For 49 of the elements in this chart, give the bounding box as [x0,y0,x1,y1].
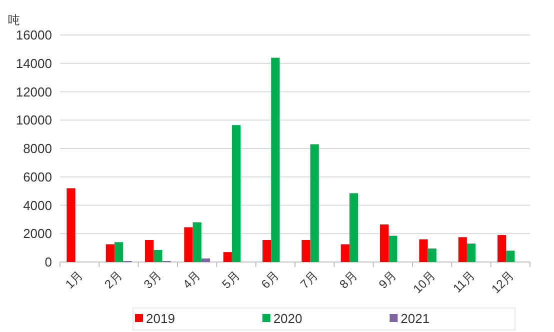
bar [302,240,310,262]
bar [201,258,210,262]
x-tick-label: 6月 [258,268,282,292]
y-tick-label: 4000 [23,198,52,213]
bar [106,244,114,262]
bar [380,224,389,262]
bar [497,235,506,262]
bar [310,144,319,262]
bar [506,250,515,262]
x-tick-label: 8月 [336,268,360,292]
bar [428,248,436,262]
y-tick-label: 8000 [23,141,52,156]
bar [388,236,398,262]
x-tick-label: 12月 [488,268,517,296]
x-tick-label: 4月 [180,268,204,292]
bar [262,240,272,262]
x-tick-label: 10月 [410,268,438,296]
bar [223,252,232,262]
legend-label: 2019 [146,311,175,326]
y-tick-label: 6000 [23,169,52,184]
x-tick-label: 5月 [219,268,242,292]
bar [349,193,358,262]
y-tick-label: 2000 [23,226,52,242]
y-tick-label: 0 [44,254,52,270]
bar [114,242,124,262]
x-tick-label: 7月 [298,268,321,292]
x-tick-label: 3月 [140,268,164,292]
bar [232,125,241,262]
x-tick-label: 2月 [102,268,125,292]
bar [340,244,350,262]
bar [192,222,202,262]
y-tick-label: 16000 [16,28,52,42]
x-tick-label: 11月 [450,268,478,296]
legend-label: 2021 [400,311,430,326]
bar [184,227,193,262]
bar [66,188,76,262]
y-tick-label: 10000 [16,112,52,128]
y-tick-label: 12000 [16,84,52,100]
bar [154,250,162,262]
x-tick-label: 1月 [62,268,86,292]
x-tick-label: 9月 [376,268,400,292]
legend-label: 2020 [273,311,302,326]
bar [419,239,428,262]
bar [466,244,476,262]
bar [144,240,154,262]
bar [458,237,467,262]
bar [271,58,280,262]
y-axis-title: 吨 [8,13,20,27]
y-tick-label: 14000 [16,56,52,71]
